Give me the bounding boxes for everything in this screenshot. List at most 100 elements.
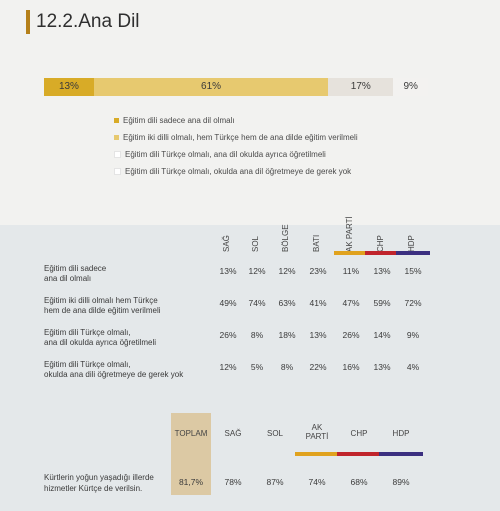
column-header-label: CHP [376,235,385,252]
column-header-label: TOPLAM [174,429,208,438]
bar-segment-label: 17% [350,81,371,92]
table-cell: 12% [248,266,266,276]
column-header-label: PARTİ [305,432,329,441]
bar-segment [393,78,428,96]
bar-segment [328,78,394,96]
table-cell: 13% [309,330,327,340]
bar-segment-label: 13% [58,81,79,92]
legend-label: Eğitim dili Türkçe olmalı, okulda ana di… [125,167,352,176]
column-header: BÖLGE [274,216,304,252]
table-cell: 81,7% [178,477,204,487]
legend-swatch [114,151,121,158]
table-cell: 18% [278,330,296,340]
column-header-label: CHP [350,429,368,438]
table-cell: 13% [219,266,237,276]
title-accent-bar [26,10,30,34]
table-cell: 74% [308,477,326,487]
column-header: HDP [400,216,430,252]
table-cell: 12% [278,266,296,276]
table-cell: 89% [392,477,410,487]
row-label: hizmetler Kürtçe de verilsin. [44,484,143,493]
party-color-bar [396,251,430,255]
row-label: Eğitim iki dilli olmalı hem Türkçe [44,296,158,305]
row-label: hem de ana dilde eğitim verilmeli [44,306,161,315]
table-cell: 72% [404,298,422,308]
column-header: TOPLAM [169,429,213,438]
column-header: SOL [253,429,297,438]
table-cell: 13% [373,362,391,372]
column-header-label: HDP [407,235,416,252]
row-label: Eğitim dili Türkçe olmalı, [44,328,131,337]
total-column-highlight [171,413,211,495]
column-header: HDP [379,429,423,438]
row-label: ana dil olmalı [44,274,92,283]
table-cell: 22% [309,362,327,372]
party-color-bar [365,251,399,255]
stacked-bar-chart: 13% 61% 17% 9% [44,78,428,96]
table-cell: 78% [224,477,242,487]
column-header: SAĞ [215,216,245,252]
table-cell: 26% [219,330,237,340]
column-header: CHP [369,216,399,252]
table-cell: 23% [309,266,327,276]
table-cell: 87% [266,477,284,487]
page-title-block: 12.2.Ana Dil [26,10,140,34]
column-header-label: BÖLGE [281,224,290,252]
bar-segment-label: 61% [201,81,222,92]
page-title: 12.2.Ana Dil [36,11,140,32]
table-cell: 4% [406,362,420,372]
column-header: SOL [244,216,274,252]
bottom-section-background [0,225,500,511]
table-cell: 68% [350,477,368,487]
column-header: AK PARTİ [338,216,368,252]
legend-label: Eğitim dili Türkçe olmalı, ana dil okuld… [125,150,326,159]
legend-item: Eğitim dili Türkçe olmalı, ana dil okuld… [114,148,358,161]
table-cell: 14% [373,330,391,340]
table-cell: 8% [250,330,264,340]
table-cell: 16% [342,362,360,372]
table-cell: 63% [278,298,296,308]
table-cell: 41% [309,298,327,308]
legend-swatch [114,135,119,140]
column-header-label: AK [311,423,323,432]
legend-swatch [114,118,119,123]
table-cell: 12% [219,362,237,372]
table-cell: 49% [219,298,237,308]
top-section-background [0,0,500,225]
column-header-label: BATI [312,234,321,252]
row-label: Kürtlerin yoğun yaşadığı illerde [44,473,154,482]
table-cell: 8% [280,362,294,372]
column-header: BATI [305,216,335,252]
column-header-label: HDP [392,429,410,438]
row-label: Eğitim dili sadece [44,264,107,273]
table-cell: 11% [342,266,360,276]
table-cell: 74% [248,298,266,308]
bar-segment [44,78,94,96]
table-cell: 5% [250,362,264,372]
bar-segment [93,78,329,96]
legend-label: Eğitim dili sadece ana dil olmalı [123,116,235,125]
chart-legend: Eğitim dili sadece ana dil olmalı Eğitim … [114,114,358,182]
legend-item: Eğitim dili sadece ana dil olmalı [114,114,358,127]
legend-item: Eğitim dili Türkçe olmalı, okulda ana di… [114,165,358,178]
table-cell: 13% [373,266,391,276]
legend-item: Eğitim iki dilli olmalı, hem Türkçe hem … [114,131,358,144]
party-color-bar [295,452,339,456]
table-cell: 47% [342,298,360,308]
bar-segment-label: 9% [403,81,418,92]
party-color-bar [337,452,381,456]
column-header: CHP [337,429,381,438]
column-header-label: SOL [251,235,260,252]
column-header-label: SAĞ [222,235,231,252]
legend-swatch [114,168,121,175]
row-label: Eğitim dili Türkçe olmalı, [44,360,131,369]
party-color-bar [379,452,423,456]
table-cell: 59% [373,298,391,308]
table-cell: 26% [342,330,360,340]
column-header: AK PARTİ [295,423,339,441]
table-cell: 9% [406,330,420,340]
party-color-bar [334,251,368,255]
row-label: ana dil okulda ayrıca öğretilmeli [44,338,157,347]
row-label: okulda ana dili öğretmeye de gerek yok [44,370,184,379]
legend-label: Eğitim iki dilli olmalı, hem Türkçe hem … [123,133,358,142]
